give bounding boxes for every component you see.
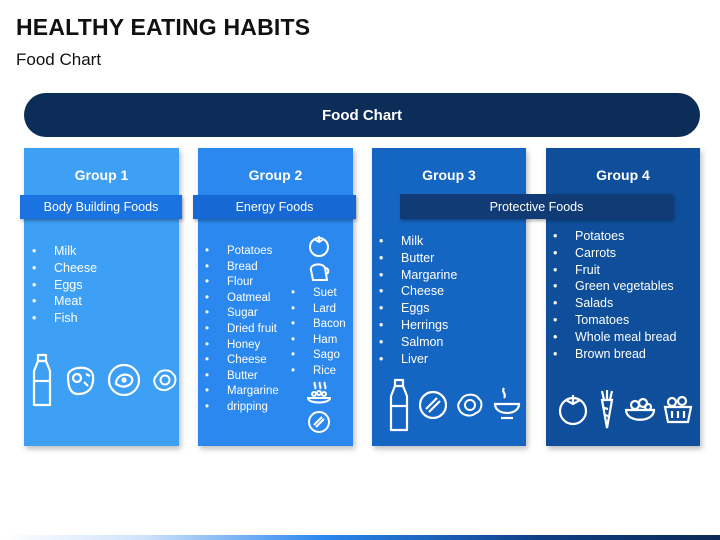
list-item: Sugar	[205, 306, 279, 322]
group-2-list: Potatoes Bread Flour Oatmeal Sugar Dried…	[205, 244, 279, 416]
bottom-accent-bar	[0, 535, 720, 540]
list-item: Cheese	[379, 283, 457, 300]
list-item: Margarine	[379, 267, 457, 284]
chicken-plate-icon	[106, 362, 142, 398]
group-1-icons	[30, 353, 178, 407]
group-1-list: Milk Cheese Eggs Meat Fish	[32, 243, 97, 327]
tomato-icon	[556, 391, 590, 427]
list-item: Liver	[379, 351, 457, 368]
list-item: Bacon	[291, 317, 346, 333]
list-item: Salads	[553, 295, 698, 312]
milk-bottle-icon	[388, 378, 410, 432]
list-item: Meat	[32, 293, 97, 310]
list-item: Flour	[205, 275, 279, 291]
list-item: Bread	[205, 260, 279, 276]
dish-icon	[307, 410, 331, 434]
list-item: Butter	[205, 369, 279, 385]
list-item: Brown bread	[553, 346, 698, 363]
energy-foods-tag: Energy Foods	[193, 195, 356, 219]
steak-icon	[64, 362, 96, 398]
list-item: Oatmeal	[205, 291, 279, 307]
group-4-icons	[556, 388, 694, 430]
vegetable-basket-icon	[662, 393, 694, 425]
fried-egg-icon	[152, 367, 178, 393]
hot-meal-icon	[306, 380, 332, 408]
list-item: Salmon	[379, 334, 457, 351]
list-item: Ham	[291, 333, 346, 349]
group-2-title: Group 2	[248, 167, 303, 183]
salad-bowl-icon	[624, 393, 656, 425]
protective-foods-tag: Protective Foods	[400, 194, 673, 219]
list-item: dripping	[205, 400, 279, 416]
group-2-icons-top	[306, 232, 332, 284]
page-title: HEALTHY EATING HABITS	[16, 14, 311, 40]
list-item: Cheese	[205, 353, 279, 369]
list-item: Margarine	[205, 384, 279, 400]
group-4-title: Group 4	[596, 167, 650, 183]
list-item: Honey	[205, 338, 279, 354]
page-subtitle: Food Chart	[16, 50, 102, 69]
group-4-list: Potatoes Carrots Fruit Green vegetables …	[553, 228, 698, 362]
list-item: Potatoes	[205, 244, 279, 260]
list-item: Butter	[379, 250, 457, 267]
dish-icon	[418, 390, 448, 420]
tomato-icon	[306, 232, 332, 258]
list-item: Fruit	[553, 262, 698, 279]
list-item: Whole meal bread	[553, 329, 698, 346]
carrot-icon	[596, 388, 618, 430]
list-item: Carrots	[553, 245, 698, 262]
soup-bowl-icon	[492, 386, 522, 424]
group-3-title: Group 3	[422, 167, 476, 183]
list-item: Eggs	[379, 300, 457, 317]
list-item: Rice	[291, 364, 346, 380]
list-item: Suet	[291, 286, 346, 302]
group-3-icons	[388, 378, 522, 432]
bread-icon	[307, 260, 331, 284]
list-item: Milk	[32, 243, 97, 260]
list-item: Lard	[291, 302, 346, 318]
fried-egg-icon	[456, 391, 484, 419]
list-item: Sago	[291, 348, 346, 364]
group-2-list-b: Suet Lard Bacon Ham Sago Rice	[291, 286, 346, 380]
group-3-list: Milk Butter Margarine Cheese Eggs Herrin…	[379, 233, 457, 367]
list-item: Eggs	[32, 277, 97, 294]
group-2-icons-bottom	[306, 380, 332, 434]
list-item: Potatoes	[553, 228, 698, 245]
group-1-title: Group 1	[74, 167, 129, 183]
list-item: Herrings	[379, 317, 457, 334]
list-item: Dried fruit	[205, 322, 279, 338]
list-item: Tomatoes	[553, 312, 698, 329]
list-item: Fish	[32, 310, 97, 327]
list-item: Milk	[379, 233, 457, 250]
body-building-foods-tag: Body Building Foods	[20, 195, 182, 219]
food-chart-banner: Food Chart	[24, 93, 700, 137]
list-item: Cheese	[32, 260, 97, 277]
list-item: Green vegetables	[553, 278, 698, 295]
milk-bottle-icon	[30, 353, 54, 407]
